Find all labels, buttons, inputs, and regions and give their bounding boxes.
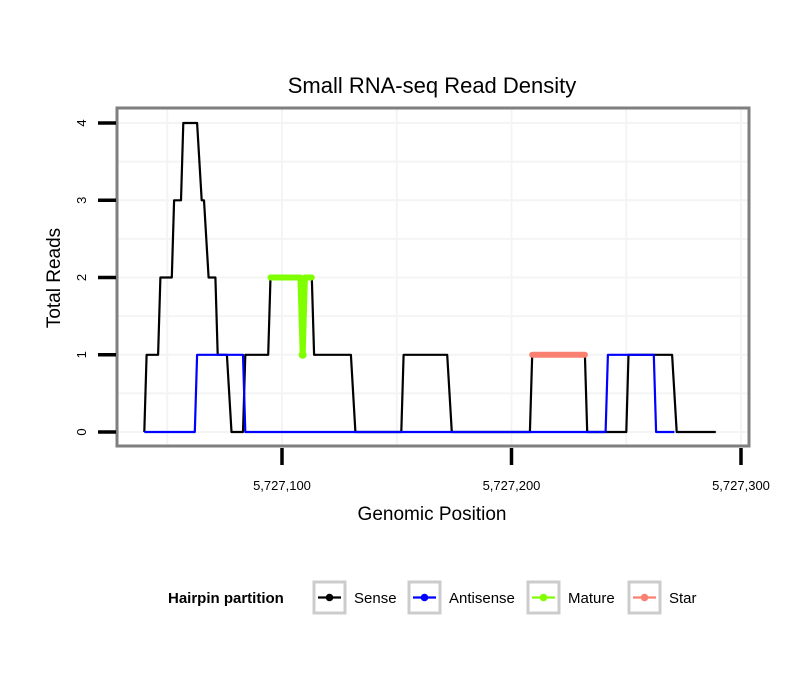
x-axis: 5,727,100 5,727,200 5,727,300 (253, 448, 770, 493)
legend-item-mature[interactable]: Mature (526, 580, 615, 615)
y-axis: 0 1 2 3 4 (74, 119, 116, 436)
series-line-antisense (144, 353, 675, 434)
legend-item-star[interactable]: Star (627, 580, 697, 615)
panel-frame (115, 106, 751, 448)
chart-title: Small RNA-seq Read Density (288, 73, 577, 98)
legend-label: Sense (354, 590, 397, 607)
y-tick-label: 4 (74, 119, 89, 126)
legend-key-point (325, 593, 334, 602)
y-axis-title: Total Reads (44, 228, 65, 328)
legend-key-point (420, 593, 429, 602)
legend: Hairpin partition Sense Antisense Mature St… (168, 580, 697, 615)
y-tick-label: 3 (74, 197, 89, 204)
x-tick-label: 5,727,200 (483, 478, 541, 493)
series-point-mature (298, 350, 307, 359)
x-tick-label: 5,727,300 (712, 478, 770, 493)
legend-label: Antisense (449, 590, 515, 607)
legend-item-antisense[interactable]: Antisense (407, 580, 515, 615)
y-tick-label: 0 (74, 428, 89, 435)
legend-label: Star (669, 590, 697, 607)
series-layer (143, 121, 716, 434)
y-tick-label: 2 (74, 274, 89, 281)
legend-key-point (539, 593, 548, 602)
x-tick-label: 5,727,100 (253, 478, 311, 493)
y-tick-label: 1 (74, 351, 89, 358)
legend-key-point (640, 593, 649, 602)
legend-label: Mature (568, 590, 615, 607)
panel-border (115, 106, 751, 448)
legend-item-sense[interactable]: Sense (312, 580, 397, 615)
legend-title: Hairpin partition (168, 590, 284, 607)
x-axis-title: Genomic Position (358, 504, 507, 525)
